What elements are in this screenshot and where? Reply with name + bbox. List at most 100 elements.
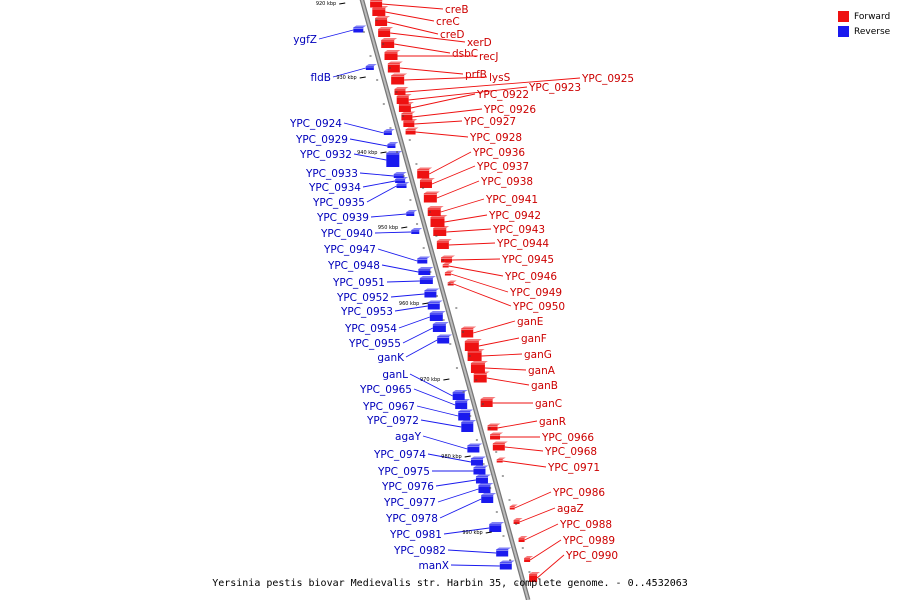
gene-glyph-top	[480, 397, 496, 399]
gene-glyph-top	[518, 536, 528, 538]
reverse-gene: YPC_0924	[289, 118, 395, 135]
reverse-gene-label: YPC_0981	[389, 529, 442, 541]
gene-glyph	[489, 524, 502, 532]
forward-gene: YPC_0945	[441, 254, 554, 266]
reverse-gene: YPC_0947	[323, 244, 431, 264]
forward-gene: dsbC	[381, 38, 478, 60]
forward-gene: ganF	[464, 333, 547, 351]
forward-gene-label: dsbC	[452, 48, 478, 60]
forward-gene-label: recJ	[479, 51, 498, 63]
gene-glyph-top	[353, 25, 367, 28]
gene-glyph-top	[509, 504, 518, 507]
reverse-gene-label: agaY	[395, 431, 422, 443]
reverse-gene: manX	[418, 560, 515, 572]
forward-gene: YPC_0923	[396, 82, 581, 104]
gene-glyph-top	[461, 326, 477, 329]
forward-leader-line	[382, 3, 444, 10]
gene-glyph-top	[419, 276, 436, 278]
tick-label: 980 kbp	[441, 454, 461, 460]
reverse-gene-label: YPC_0935	[312, 197, 365, 209]
gene-glyph	[424, 290, 437, 298]
gene-glyph-top	[405, 127, 419, 130]
gene-glyph	[395, 179, 406, 183]
gene-glyph-top	[437, 334, 453, 337]
reverse-leader-line	[443, 527, 490, 535]
forward-gene: YPC_0942	[430, 210, 541, 227]
forward-leader-line	[504, 446, 544, 452]
gene-glyph-top	[464, 339, 482, 341]
gene-glyph	[496, 549, 509, 557]
reverse-leader-line	[377, 248, 418, 262]
forward-leader-line	[536, 554, 565, 579]
forward-gene: YPC_0937	[419, 161, 529, 188]
reverse-leader-line	[318, 29, 354, 40]
reverse-gene-label: YPC_0978	[385, 513, 438, 525]
reverse-leader-line	[405, 339, 438, 358]
reverse-gene: YPC_0932	[299, 149, 403, 167]
forward-gene-label: YPC_0937	[476, 161, 529, 173]
gene-glyph	[478, 485, 491, 493]
gene-glyph-top	[383, 129, 395, 131]
forward-gene: YPC_0988	[518, 519, 612, 542]
reverse-leader-line	[450, 564, 500, 567]
gene-glyph	[386, 153, 400, 167]
reverse-leader-line	[447, 549, 497, 554]
forward-gene: YPC_0968	[492, 441, 597, 458]
reverse-gene: YPC_0929	[295, 134, 399, 148]
forward-leader-line	[428, 151, 472, 175]
reverse-leader-line	[366, 185, 397, 203]
forward-gene-label: YPC_0945	[501, 254, 554, 266]
gene-glyph	[419, 278, 433, 284]
forward-gene: creC	[372, 6, 460, 28]
reverse-gene-label: YPC_0977	[383, 497, 436, 509]
gene-glyph	[419, 180, 432, 188]
forward-leader-line	[431, 165, 476, 185]
reverse-gene: ganK	[377, 334, 453, 364]
reverse-gene-label: YPC_0940	[320, 228, 373, 240]
gene-glyph-top	[447, 280, 457, 283]
forward-gene: YPC_0928	[405, 127, 522, 144]
reverse-gene: YPC_0972	[366, 415, 477, 432]
reverse-leader-line	[332, 67, 366, 78]
forward-gene-label: ganA	[528, 365, 556, 377]
forward-leader-line	[440, 198, 485, 213]
gene-glyph-top	[396, 182, 410, 184]
gene-glyph-top	[442, 262, 452, 265]
forward-gene-label: agaZ	[557, 503, 584, 515]
reverse-swatch	[838, 26, 849, 37]
tick-mark	[401, 226, 408, 229]
reverse-leader-line	[437, 488, 479, 503]
gene-glyph	[387, 144, 396, 148]
reverse-gene: YPC_0934	[308, 177, 409, 194]
gene-glyph-top	[458, 409, 474, 412]
forward-gene-label: YPC_0968	[544, 446, 597, 458]
tick-label: 920 kbp	[316, 1, 336, 7]
forward-leader-line	[514, 491, 552, 509]
forward-gene-label: YPC_0936	[472, 147, 525, 159]
forward-gene-label: ganC	[535, 398, 562, 410]
gene-glyph	[452, 392, 465, 400]
forward-leader-line	[390, 32, 466, 43]
gene-glyph-top	[401, 111, 416, 114]
reverse-gene: YPC_0974	[373, 449, 486, 466]
forward-leader-line	[446, 228, 492, 233]
forward-gene: YPC_0922	[398, 89, 529, 112]
gene-glyph	[365, 66, 374, 70]
reverse-leader-line	[422, 435, 468, 450]
gene-glyph-top	[370, 0, 383, 1]
forward-leader-line	[486, 377, 530, 386]
reverse-gene-label: YPC_0974	[373, 449, 426, 461]
gene-glyph-top	[372, 6, 389, 8]
reverse-gene: YPC_0933	[305, 168, 407, 180]
gene-glyph-top	[475, 474, 491, 477]
gene-glyph-top	[423, 191, 440, 194]
gene-glyph	[467, 351, 482, 361]
forward-gene: YPC_0926	[401, 104, 536, 121]
gene-glyph-top	[395, 177, 409, 179]
gene-glyph	[480, 399, 493, 407]
reverse-gene: YPC_0940	[320, 228, 423, 240]
reverse-leader-line	[370, 213, 407, 218]
chromosome-axis	[360, 0, 530, 600]
reverse-gene-label: YPC_0951	[332, 277, 385, 289]
